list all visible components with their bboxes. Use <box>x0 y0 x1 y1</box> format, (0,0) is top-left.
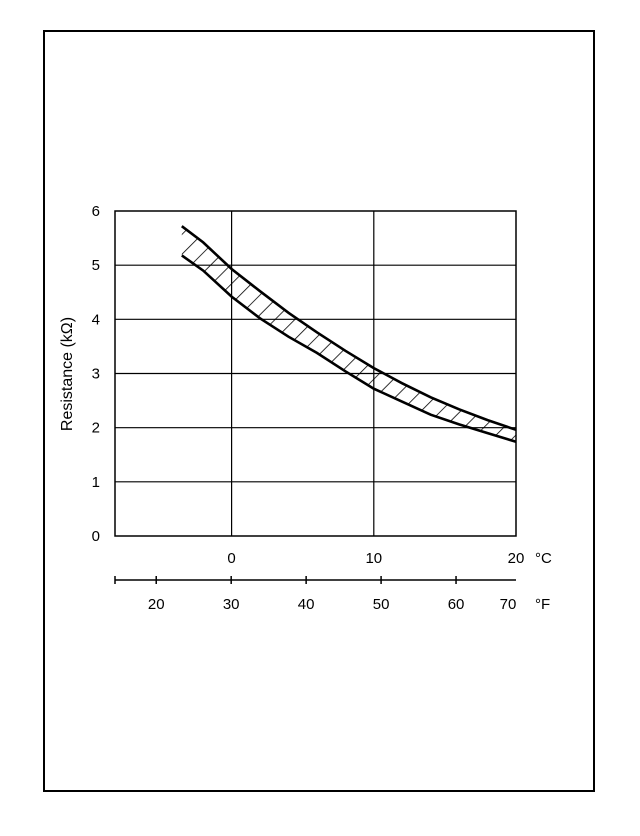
x-tick-label-fahrenheit: 40 <box>298 596 315 613</box>
y-tick-label: 0 <box>92 528 100 545</box>
fahrenheit-unit-label: °F <box>535 596 550 613</box>
x-tick-label-fahrenheit: 30 <box>223 596 240 613</box>
figure-frame <box>43 30 595 792</box>
celsius-unit-label: °C <box>535 550 552 567</box>
upper-bound-curve <box>181 225 517 432</box>
y-tick-label: 1 <box>92 474 100 491</box>
x-tick-label-fahrenheit: 60 <box>448 596 465 613</box>
y-tick-label: 2 <box>92 420 100 437</box>
y-tick-label: 4 <box>92 311 100 328</box>
x-tick-label-celsius: 0 <box>227 550 235 567</box>
lower-bound-curve <box>181 254 517 444</box>
y-axis-label: Resistance (kΩ) <box>59 317 76 431</box>
x-tick-label-fahrenheit: 50 <box>373 596 390 613</box>
tolerance-band-hatch <box>181 226 517 442</box>
y-tick-label: 6 <box>92 203 100 220</box>
y-tick-label: 5 <box>92 257 100 274</box>
x-tick-label-fahrenheit: 70 <box>500 596 517 613</box>
x-tick-label-fahrenheit: 20 <box>148 596 165 613</box>
x-tick-label-celsius: 10 <box>365 550 382 567</box>
y-tick-label: 3 <box>92 366 100 383</box>
x-tick-label-celsius: 20 <box>508 550 525 567</box>
